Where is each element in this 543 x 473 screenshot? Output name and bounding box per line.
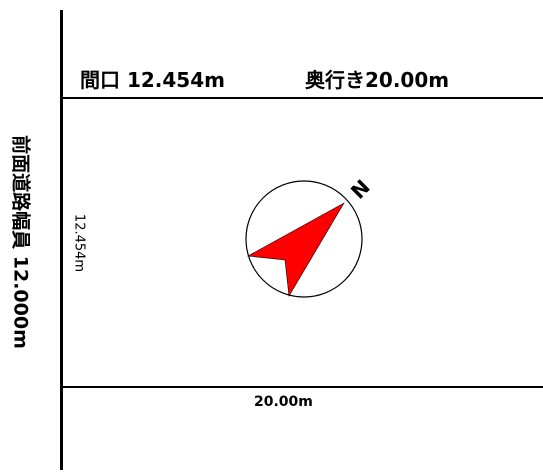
side-dimension-label: 12.454m [71,213,87,273]
compass-icon: N [245,175,375,298]
bottom-dimension-label: 20.00m [254,394,313,410]
frontage-label: 間口 12.454m [80,68,225,92]
lot-bottom-boundary [62,386,543,388]
depth-label: 奥行き20.00m [305,68,450,92]
road-width-label: 前面道路幅員 12.000m [9,135,32,349]
lot-top-boundary [62,97,543,99]
compass-north-label: N [346,175,375,204]
compass-circle [245,180,363,298]
compass-arrow [247,202,345,297]
road-boundary-line [60,10,63,470]
